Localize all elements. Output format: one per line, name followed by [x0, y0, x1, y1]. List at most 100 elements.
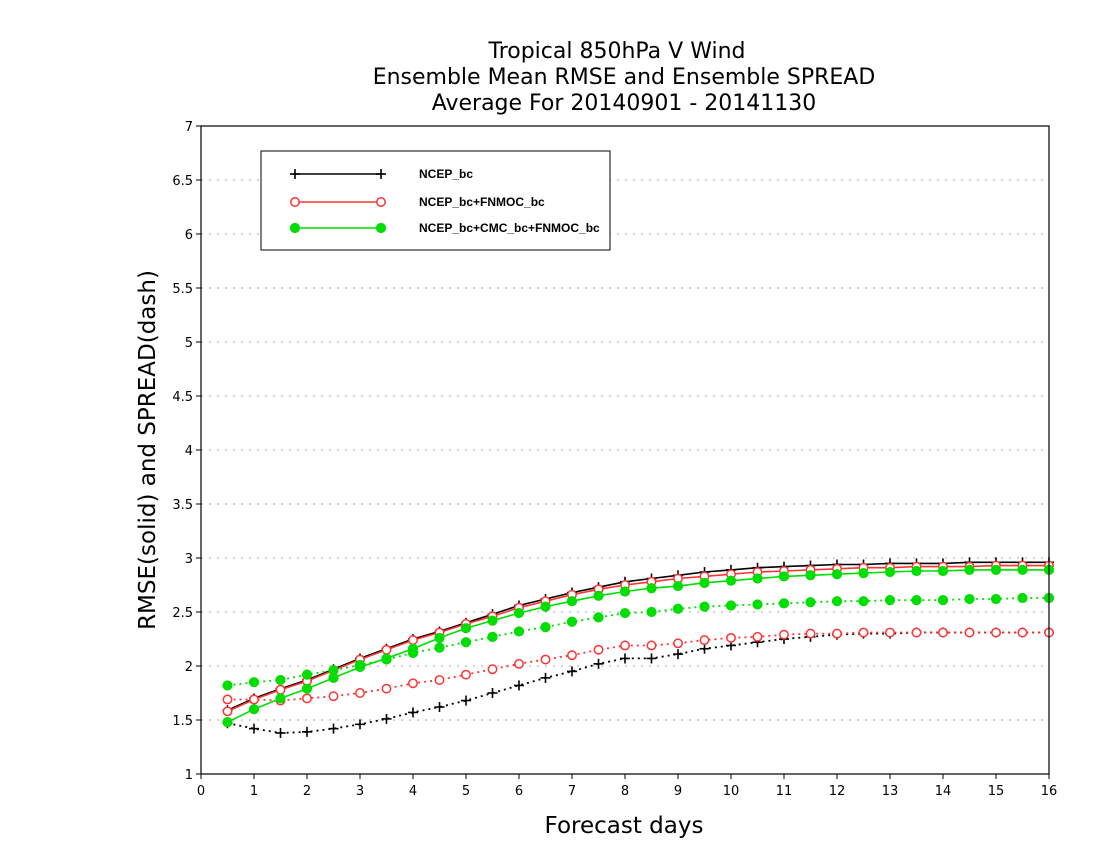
x-tick-label: 8: [621, 784, 629, 799]
series-1: [222, 557, 1054, 738]
x-tick-label: 16: [1041, 784, 1058, 799]
spread-point: [911, 627, 922, 638]
spread-point: [646, 653, 657, 664]
legend-entry-2: NCEP_bc+FNMOC_bc: [290, 195, 545, 209]
y-tick-label: 5.5: [172, 282, 193, 297]
rmse-point: [460, 623, 472, 634]
spread-point: [328, 691, 339, 702]
rmse-point: [434, 632, 445, 644]
legend-entry-1: NCEP_bc: [290, 167, 473, 181]
spread-point: [938, 627, 948, 638]
spread-point: [222, 680, 233, 691]
spread-point: [672, 603, 684, 614]
y-tick-label: 6: [185, 228, 193, 243]
legend-marker-end: [375, 222, 387, 234]
spread-point: [222, 694, 233, 705]
spread-point: [832, 628, 842, 639]
spread-point: [302, 726, 312, 737]
spread-point: [911, 595, 922, 606]
spread-point: [461, 669, 471, 680]
spread-point: [620, 653, 630, 664]
spread-point: [381, 713, 392, 724]
spread-point: [964, 593, 975, 605]
spread-point: [990, 593, 1002, 605]
y-axis-label: RMSE(solid) and SPREAD(dash): [135, 270, 161, 630]
x-tick-label: 5: [462, 784, 470, 799]
rmse-line: [227, 561, 1049, 712]
title-line-1: Tropical 850hPa V Wind: [487, 39, 745, 64]
rmse-point: [1017, 564, 1028, 575]
legend-label: NCEP_bc: [419, 167, 473, 181]
y-tick-label: 1: [185, 768, 193, 783]
spread-point: [1017, 592, 1028, 604]
spread-point: [884, 595, 896, 606]
rmse-point: [275, 693, 286, 704]
rmse-point: [619, 586, 631, 597]
rmse-point: [672, 580, 684, 592]
spread-point: [805, 597, 816, 608]
spread-point: [567, 666, 577, 677]
rmse-point: [381, 644, 392, 655]
spread-line: [227, 631, 1049, 702]
spread-point: [540, 622, 551, 633]
spread-point: [460, 637, 472, 648]
y-tick-label: 3.5: [172, 498, 193, 513]
spread-point: [355, 719, 365, 730]
rmse-point: [540, 601, 551, 612]
x-axis-label: Forecast days: [545, 813, 704, 839]
spread-point: [487, 631, 498, 642]
legend-marker-start: [290, 197, 300, 207]
rmse-point: [725, 575, 737, 586]
plot-frame: [200, 125, 1050, 775]
x-tick-label: 9: [674, 784, 682, 799]
spread-point: [434, 642, 445, 653]
rmse-point: [911, 565, 922, 577]
spread-point: [725, 600, 737, 611]
spread-point: [381, 683, 392, 694]
rmse-point: [699, 577, 710, 588]
title-line-3: Average For 20140901 - 20141130: [432, 91, 817, 116]
spread-point: [593, 644, 604, 655]
rmse-point: [408, 635, 418, 646]
x-tick-label: 1: [250, 784, 258, 799]
spread-point: [699, 635, 710, 646]
spread-point: [726, 632, 736, 643]
x-tick-label: 0: [197, 784, 205, 799]
spread-point: [778, 598, 790, 609]
spread-point: [275, 674, 286, 686]
legend-box: [260, 150, 611, 251]
spread-point: [673, 649, 683, 660]
rmse-point: [990, 564, 1002, 575]
rmse-point: [222, 706, 233, 717]
title-line-2: Ensemble Mean RMSE and Ensemble SPREAD: [373, 65, 876, 90]
spread-point: [646, 640, 657, 651]
gridlines: [201, 179, 1049, 721]
spread-point: [752, 599, 763, 610]
rmse-point: [858, 568, 869, 579]
spread-point: [513, 626, 525, 637]
spread-point: [964, 627, 975, 638]
spread-point: [831, 596, 843, 607]
y-tick-label: 2.5: [172, 606, 193, 621]
spread-point: [646, 606, 657, 618]
spread-point: [673, 638, 683, 649]
rmse-point: [301, 683, 313, 694]
spread-point: [408, 707, 418, 718]
x-tick-label: 11: [776, 784, 793, 799]
spread-line: [227, 631, 1049, 734]
series-2: [222, 560, 1054, 717]
spread-point: [434, 675, 445, 685]
rmse-point: [566, 596, 578, 607]
spread-point: [434, 702, 445, 713]
rmse-point: [778, 571, 790, 582]
y-tick-label: 4: [185, 444, 193, 459]
spread-point: [302, 693, 312, 704]
spread-point: [487, 688, 498, 698]
legend-label: NCEP_bc+CMC_bc+FNMOC_bc: [419, 221, 600, 235]
spread-point: [487, 664, 498, 675]
spread-point: [461, 695, 471, 706]
y-tick-label: 6.5: [172, 174, 193, 189]
spread-point: [514, 658, 524, 669]
x-tick-label: 10: [723, 784, 740, 799]
rmse-point: [222, 717, 233, 728]
